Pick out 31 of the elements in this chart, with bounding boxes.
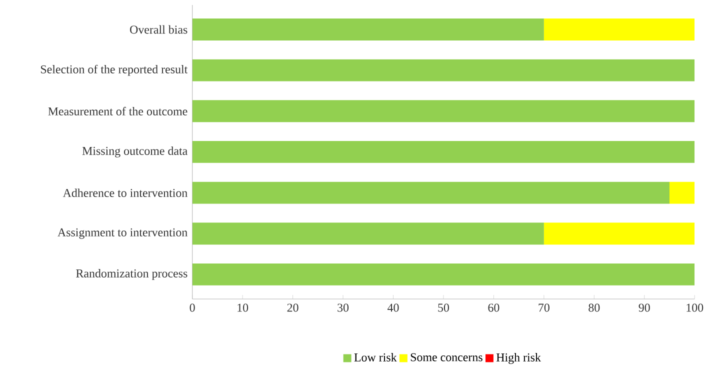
y-tick-label: Overall bias — [130, 25, 188, 34]
y-tick-label: Adherence to intervention — [62, 188, 188, 198]
bar — [669, 182, 695, 204]
legend-label: High risk — [496, 353, 541, 364]
x-tick-label: 20 — [287, 304, 298, 312]
x-tick-label: 0 — [190, 304, 195, 312]
bar — [192, 182, 670, 204]
y-tick-label: Measurement of the outcome — [48, 107, 188, 116]
bar — [192, 18, 544, 41]
y-tick-label: Randomization process — [76, 269, 188, 280]
x-tick-label: 30 — [338, 304, 349, 312]
x-tick-label: 50 — [438, 304, 449, 312]
x-tick-label: 90 — [638, 304, 650, 312]
legend-label: Low risk — [354, 353, 397, 362]
x-tick-label: 80 — [588, 304, 600, 312]
y-tick-label: Selection of the reported result — [40, 64, 188, 76]
x-tick-label: 40 — [387, 304, 399, 312]
bar — [192, 264, 695, 286]
x-tick-label: 10 — [238, 304, 248, 312]
legend-label: Some concerns — [410, 353, 482, 362]
bar — [192, 59, 695, 82]
bar — [544, 18, 695, 41]
bar — [192, 222, 544, 245]
bar — [192, 141, 695, 164]
y-tick-label: Assignment to intervention — [58, 228, 188, 240]
x-tick-label: 70 — [538, 304, 550, 312]
y-tick-label: Missing outcome data — [82, 146, 188, 158]
bar — [544, 222, 695, 245]
bar — [192, 100, 695, 122]
x-tick-label: 100 — [686, 304, 704, 312]
x-tick-label: 60 — [488, 304, 500, 312]
